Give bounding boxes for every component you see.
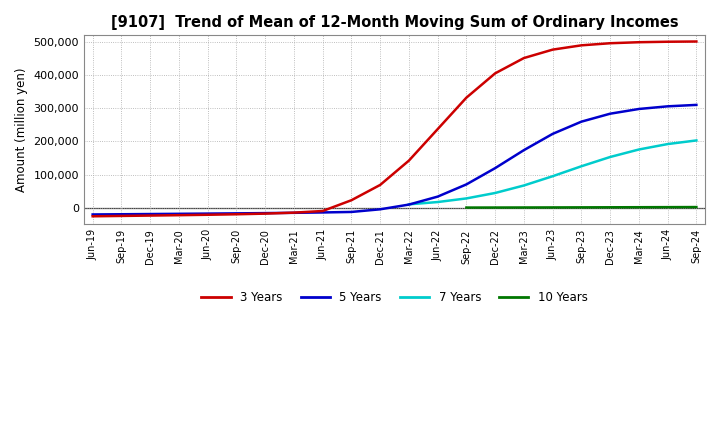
Y-axis label: Amount (million yen): Amount (million yen) <box>15 68 28 192</box>
Legend: 3 Years, 5 Years, 7 Years, 10 Years: 3 Years, 5 Years, 7 Years, 10 Years <box>197 286 593 309</box>
Title: [9107]  Trend of Mean of 12-Month Moving Sum of Ordinary Incomes: [9107] Trend of Mean of 12-Month Moving … <box>111 15 678 30</box>
